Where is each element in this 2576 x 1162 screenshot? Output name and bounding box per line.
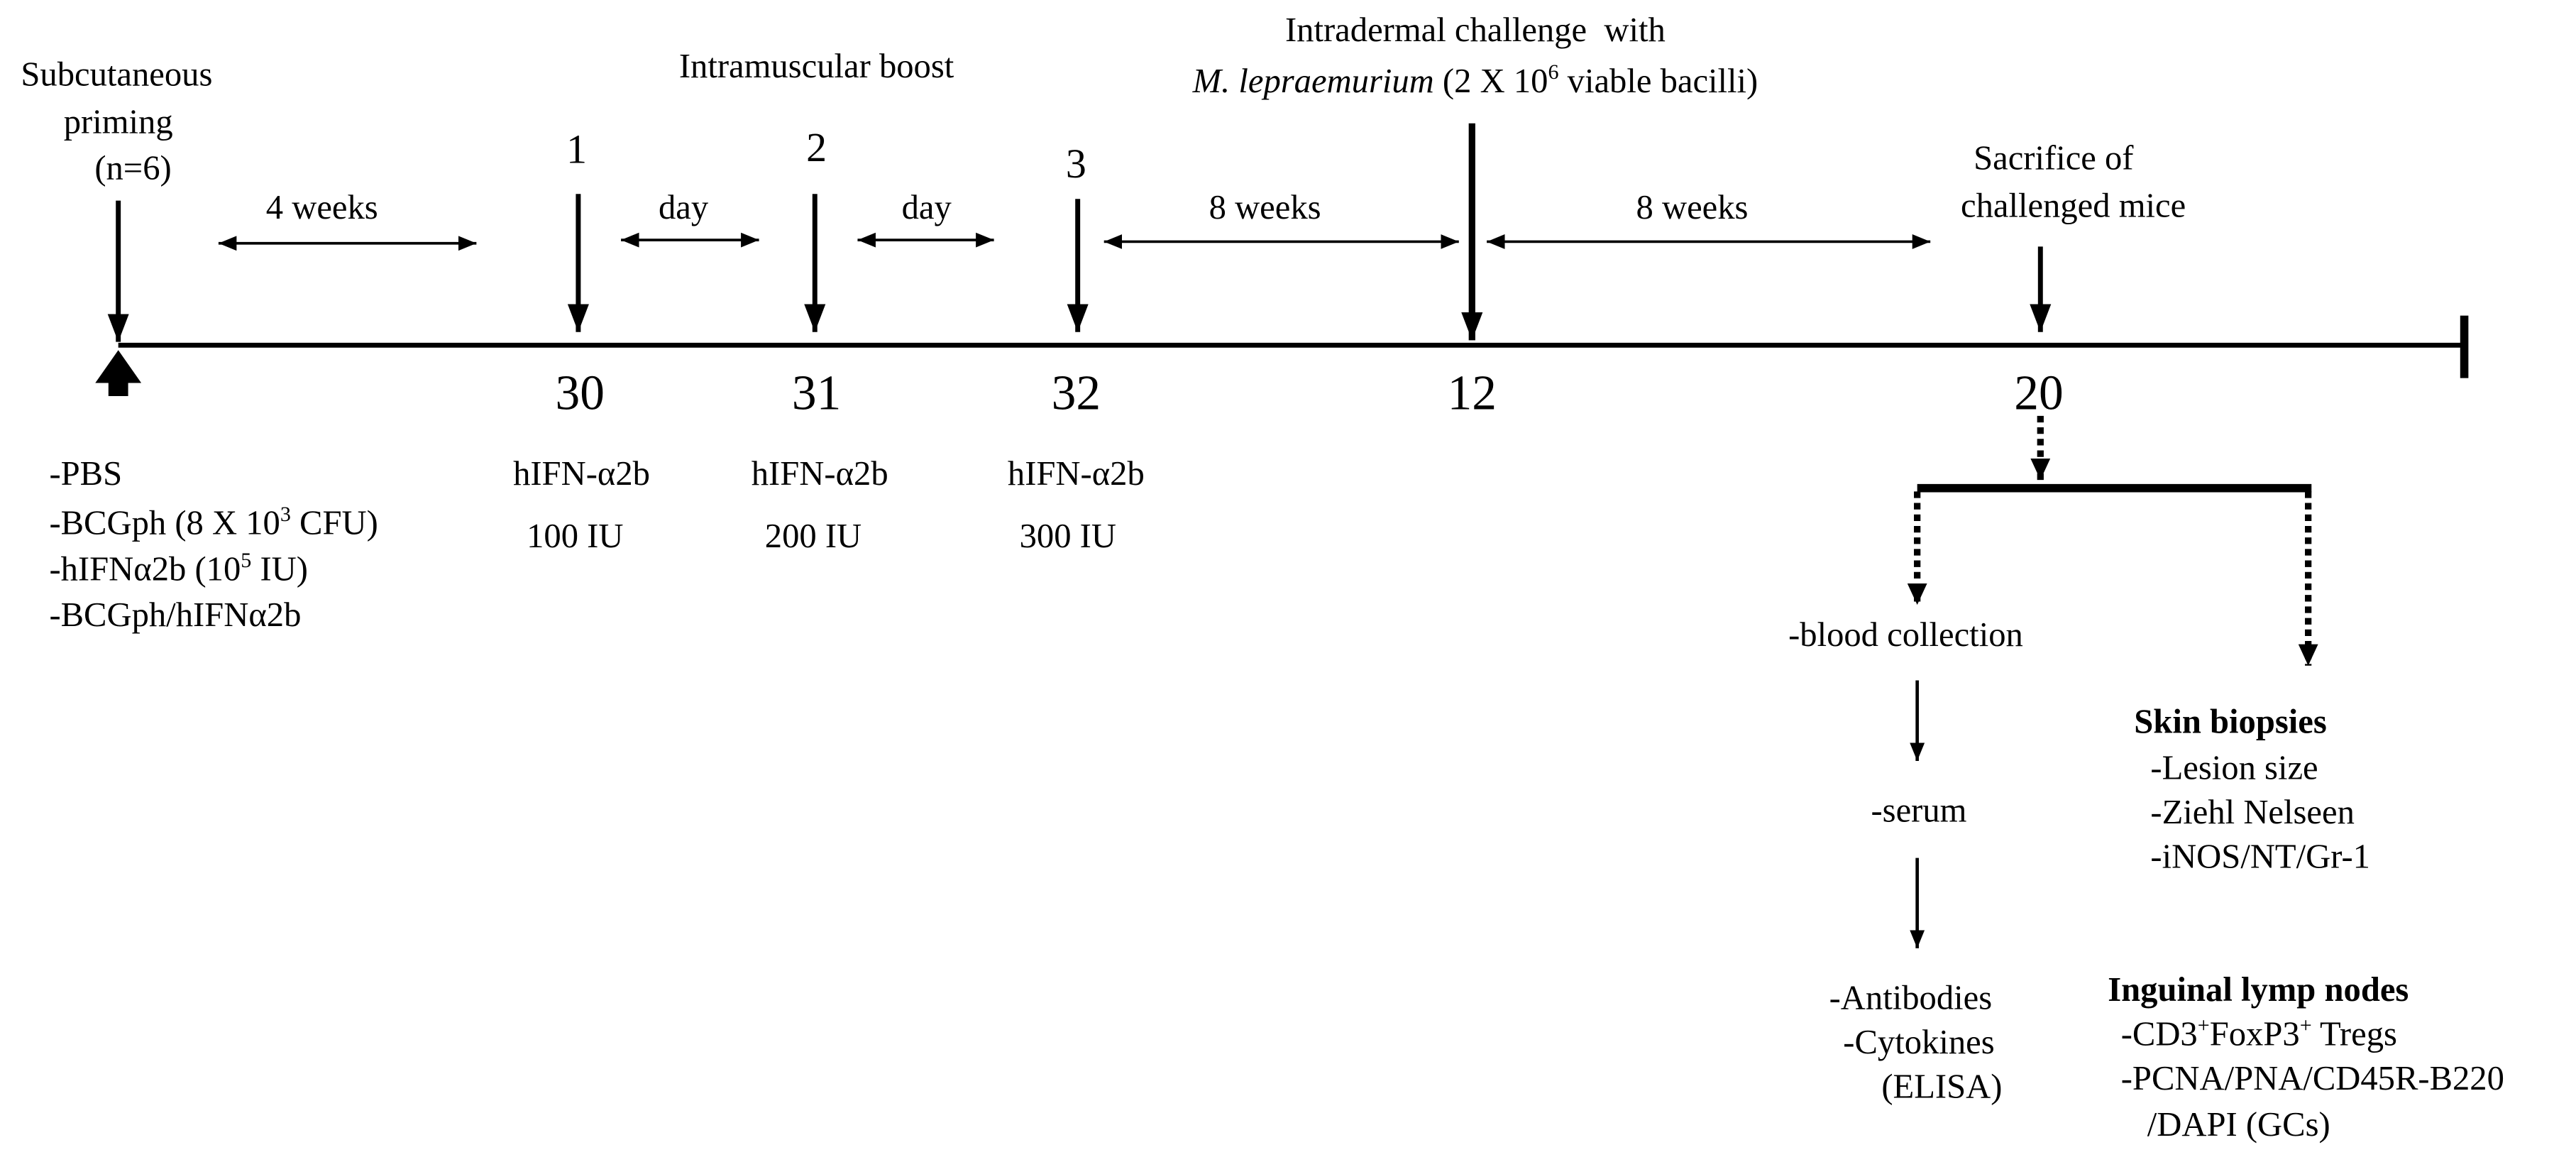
boost-2-number: 2: [806, 124, 827, 170]
boost-1-day: 30: [555, 366, 604, 421]
group-bcgph-hifn: -BCGph/hIFNα2b: [49, 596, 301, 634]
priming-group-size: (n=6): [94, 148, 171, 187]
interval-4-weeks-label: 4 weeks: [266, 188, 378, 226]
challenge-label-line2: M. lepraemurium (2 X 106 viable bacilli): [1192, 60, 1758, 100]
lymph-item-dapi-gcs: /DAPI (GCs): [2147, 1105, 2330, 1144]
group-pbs: -PBS: [49, 454, 122, 493]
assay-elisa: (ELISA): [1881, 1068, 2002, 1106]
tregs-cd3: -CD3: [2121, 1015, 2198, 1053]
sacrifice-label-line1: Sacrifice of: [1974, 139, 2134, 177]
lymph-nodes-title: Inguinal lymp nodes: [2108, 970, 2409, 1009]
interval-day-2-label: day: [902, 188, 952, 226]
boost-2-amount: 200 IU: [765, 517, 862, 555]
lymph-item-gc-markers: -PCNA/PNA/CD45R-B220: [2121, 1059, 2504, 1097]
assay-cytokines: -Cytokines: [1843, 1023, 1994, 1061]
timeline-start-up-arrow-icon: [95, 350, 142, 397]
skin-item-ziehl-nelseen: -Ziehl Nelseen: [2150, 793, 2354, 831]
boost-3-number: 3: [1066, 141, 1086, 187]
challenge-organism: M. lepraemurium: [1192, 62, 1434, 100]
sacrifice-label-line2: challenged mice: [1961, 187, 2186, 225]
group-bcgph-exponent: 3: [280, 502, 291, 526]
boost-title: Intramuscular boost: [679, 47, 954, 85]
interval-8-weeks-label-1: 8 weeks: [1209, 188, 1321, 226]
group-hifn-exponent: 5: [241, 548, 251, 572]
boost-3-amount: 300 IU: [1020, 517, 1116, 555]
boost-1-amount: 100 IU: [527, 517, 623, 555]
challenge-label-line1: Intradermal challenge with: [1285, 11, 1666, 49]
challenge-dose-text: (2 X 10: [1434, 62, 1548, 100]
interval-8-weeks-label-2: 8 weeks: [1636, 188, 1749, 226]
skin-item-lesion-size: -Lesion size: [2150, 748, 2318, 786]
blood-collection-label: -blood collection: [1788, 615, 2023, 654]
interval-day-1-label: day: [659, 188, 709, 226]
group-hifn: -hIFNα2b (105 IU): [49, 548, 308, 588]
boost-3-day: 32: [1052, 366, 1101, 421]
sacrifice-week: 20: [2014, 366, 2063, 421]
challenge-dose-exponent: 6: [1548, 60, 1558, 84]
boost-2-day: 31: [792, 366, 841, 421]
tregs-label: Tregs: [2312, 1015, 2397, 1053]
lymph-item-tregs: -CD3+FoxP3+ Tregs: [2121, 1013, 2397, 1053]
boost-2-drug: hIFN-α2b: [752, 454, 888, 493]
boost-1-number: 1: [566, 126, 587, 172]
boost-1-drug: hIFN-α2b: [513, 454, 650, 493]
group-bcgph-unit: CFU): [291, 504, 378, 542]
group-bcgph-text: -BCGph (8 X 10: [49, 504, 280, 542]
serum-label: -serum: [1871, 791, 1966, 830]
group-bcgph: -BCGph (8 X 103 CFU): [49, 502, 378, 542]
tregs-cd3-superscript: +: [2198, 1013, 2210, 1037]
boost-3-drug: hIFN-α2b: [1008, 454, 1145, 493]
tregs-foxp3-superscript: +: [2300, 1013, 2312, 1037]
priming-label-line2: priming: [64, 103, 173, 141]
assay-antibodies: -Antibodies: [1829, 979, 1993, 1017]
group-hifn-unit: IU): [251, 549, 308, 588]
skin-biopsies-title: Skin biopsies: [2134, 703, 2327, 741]
group-hifn-text: -hIFNα2b (10: [49, 549, 241, 588]
tregs-foxp3: FoxP3: [2210, 1015, 2300, 1053]
skin-item-inos-nt-gr1: -iNOS/NT/Gr-1: [2150, 837, 2370, 875]
challenge-week: 12: [1448, 366, 1497, 421]
challenge-dose-unit: viable bacilli): [1559, 62, 1758, 100]
priming-label-line1: Subcutaneous: [21, 55, 212, 94]
